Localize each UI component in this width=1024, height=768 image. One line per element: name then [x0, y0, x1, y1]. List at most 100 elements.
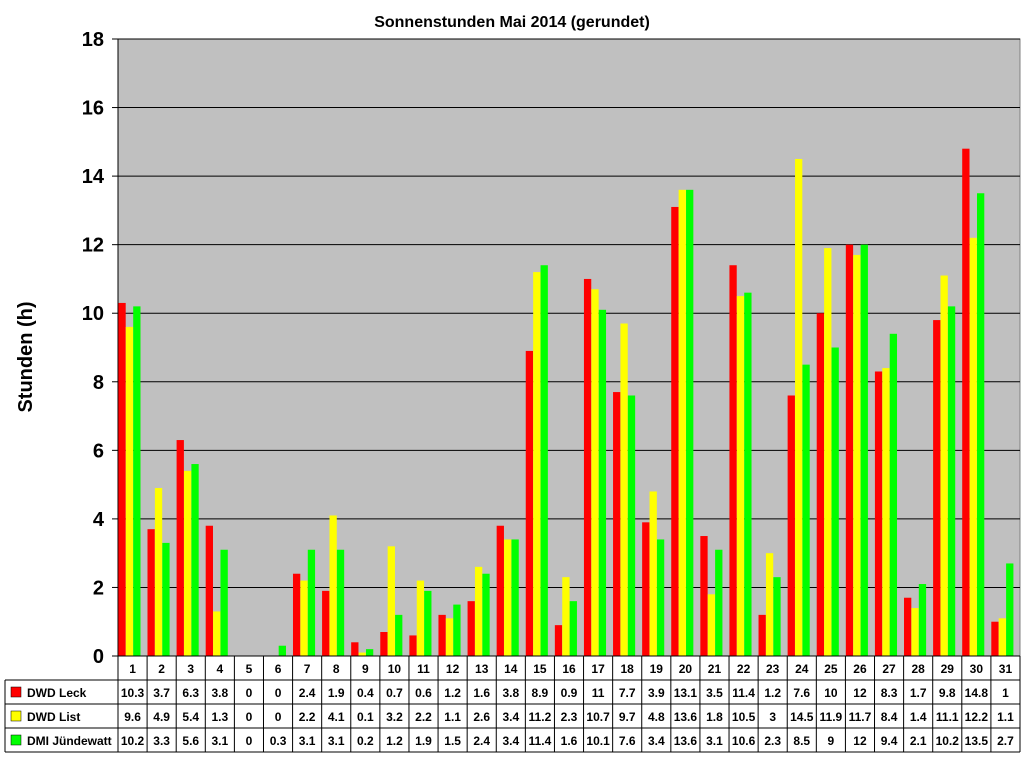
bar-dwd-list [911, 608, 919, 656]
table-cell-value: 2.2 [299, 710, 316, 724]
legend-label: DMI Jündewatt [27, 734, 112, 748]
table-cell-value: 0.4 [357, 686, 374, 700]
table-cell-value: 0 [246, 686, 253, 700]
bar-dwd-list [154, 488, 163, 656]
table-cell-value: 6.3 [182, 686, 199, 700]
bar-dwd-leck [292, 573, 301, 656]
table-cell-value: 10.7 [586, 710, 610, 724]
table-cell-value: 0.6 [415, 686, 432, 700]
table-cell-value: 9.8 [939, 686, 956, 700]
x-tick-label: 22 [737, 662, 751, 676]
x-tick-label: 20 [679, 662, 693, 676]
x-tick-label: 3 [187, 662, 194, 676]
table-cell-value: 9.4 [881, 734, 898, 748]
table-cell-value: 9 [828, 734, 835, 748]
table-cell-value: 2.1 [910, 734, 927, 748]
table-cell-value: 3.8 [211, 686, 228, 700]
table-cell-value: 11.4 [529, 734, 552, 748]
table-cell-value: 0.1 [357, 710, 374, 724]
bar-dmi-j-ndewatt [860, 244, 868, 656]
bar-dwd-leck [525, 350, 534, 656]
x-tick-label: 9 [362, 662, 369, 676]
table-cell-value: 1.6 [473, 686, 490, 700]
bar-dmi-j-ndewatt [511, 539, 519, 656]
table-cell-value: 13.5 [965, 734, 989, 748]
bar-dmi-j-ndewatt [977, 193, 985, 656]
table-cell-value: 7.6 [793, 686, 810, 700]
x-tick-label: 28 [911, 662, 925, 676]
bar-dmi-j-ndewatt [715, 549, 723, 656]
bar-dwd-leck [816, 313, 825, 656]
bar-dmi-j-ndewatt [395, 614, 403, 656]
table-cell-value: 1.9 [415, 734, 432, 748]
table-cell-value: 5.6 [182, 734, 199, 748]
bar-dmi-j-ndewatt [1006, 563, 1014, 656]
legend-swatch [10, 686, 22, 698]
bar-dwd-list [678, 189, 686, 657]
bar-dwd-list [387, 546, 395, 656]
x-tick-label: 1 [129, 662, 136, 676]
table-cell-value: 1.2 [764, 686, 781, 700]
x-tick-label: 12 [446, 662, 460, 676]
table-cell-value: 4.8 [648, 710, 665, 724]
x-tick-label: 25 [824, 662, 838, 676]
table-cell-value: 1.9 [328, 686, 345, 700]
table-cell-value: 10.1 [586, 734, 610, 748]
table-cell-value: 14.5 [790, 710, 814, 724]
table-cell-value: 11.9 [820, 710, 843, 724]
y-tick-label: 10 [82, 303, 104, 325]
y-tick-label: 2 [93, 577, 104, 599]
bar-dmi-j-ndewatt [627, 395, 636, 656]
table-cell-value: 10.3 [121, 686, 145, 700]
table-cell-value: 7.7 [619, 686, 636, 700]
table-cell-value: 8.9 [532, 686, 549, 700]
bar-dwd-leck [845, 244, 854, 656]
table-cell-value: 1.8 [706, 710, 723, 724]
x-tick-label: 14 [504, 662, 518, 676]
table-cell-value: 7.6 [619, 734, 636, 748]
table-cell-value: 0.7 [386, 686, 403, 700]
table-cell-value: 0.9 [561, 686, 578, 700]
bar-dwd-list [533, 272, 541, 656]
bar-dwd-list [125, 326, 134, 656]
table-cell-value: 8.5 [793, 734, 810, 748]
x-tick-label: 21 [708, 662, 722, 676]
bar-dwd-list [882, 368, 890, 656]
bar-dwd-list [416, 580, 425, 656]
bar-dwd-list [707, 594, 716, 656]
table-cell-value: 10.6 [732, 734, 756, 748]
table-cell-value: 9.7 [619, 710, 636, 724]
table-cell-value: 10.5 [732, 710, 756, 724]
table-cell-value: 11.4 [732, 686, 755, 700]
bar-dwd-list [562, 577, 570, 656]
table-cell-value: 10 [824, 686, 838, 700]
bar-dwd-list [969, 237, 977, 657]
table-cell-value: 0 [275, 686, 282, 700]
bar-dwd-list [358, 652, 366, 656]
y-tick-label: 4 [93, 509, 105, 531]
bar-dwd-list [329, 515, 337, 656]
table-cell-value: 2.6 [473, 710, 490, 724]
x-tick-label: 10 [388, 662, 402, 676]
y-tick-label: 18 [82, 29, 104, 51]
table-cell-value: 3.3 [153, 734, 170, 748]
bar-dwd-list [620, 323, 628, 656]
bar-dwd-leck [700, 536, 708, 656]
bar-dwd-list [445, 618, 454, 656]
table-cell-value: 3.7 [153, 686, 170, 700]
bar-dwd-list [940, 275, 948, 656]
table-cell-value: 11 [592, 686, 605, 700]
bar-dmi-j-ndewatt [773, 577, 781, 656]
bar-dwd-list [853, 254, 861, 656]
bar-dmi-j-ndewatt [336, 549, 345, 656]
table-cell-value: 2.2 [415, 710, 432, 724]
bar-dwd-leck [758, 614, 766, 656]
bar-dwd-list [649, 491, 657, 656]
x-tick-label: 18 [621, 662, 635, 676]
x-tick-label: 16 [562, 662, 576, 676]
table-cell-value: 12 [853, 734, 867, 748]
legend-label: DWD List [27, 710, 80, 724]
bar-dwd-leck [147, 529, 155, 656]
bar-dwd-leck [671, 206, 679, 656]
legend-swatch [10, 710, 22, 722]
